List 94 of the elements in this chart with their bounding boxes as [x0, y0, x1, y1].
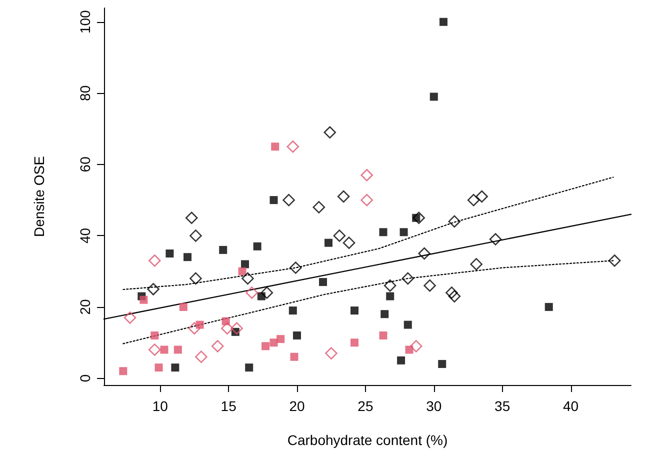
- point: [184, 253, 192, 262]
- point: [430, 92, 438, 101]
- x-tick-label: 35: [494, 398, 510, 414]
- point: [350, 306, 358, 315]
- point: [342, 236, 356, 249]
- point: [286, 140, 300, 153]
- point: [319, 278, 328, 286]
- point: [171, 364, 180, 372]
- x-tick-label: 20: [289, 398, 305, 414]
- point: [360, 168, 373, 182]
- point: [324, 238, 332, 247]
- x-tick-label: 25: [358, 398, 374, 414]
- y-tick-label: 100: [77, 10, 93, 34]
- point: [467, 194, 480, 206]
- point: [166, 250, 174, 258]
- x-tick-label: 30: [426, 398, 442, 414]
- point: [448, 215, 461, 228]
- point: [270, 196, 278, 204]
- point: [150, 331, 159, 340]
- point: [386, 292, 394, 300]
- point: [439, 18, 448, 26]
- point: [188, 322, 200, 334]
- point: [337, 190, 350, 203]
- point: [160, 346, 168, 354]
- point: [221, 322, 234, 334]
- point: [238, 267, 246, 276]
- point: [124, 312, 136, 324]
- point: [290, 352, 298, 361]
- point: [219, 246, 228, 254]
- point: [312, 201, 326, 214]
- point: [289, 262, 302, 274]
- point: [148, 254, 161, 267]
- point: [179, 302, 188, 311]
- y-tick-label: 0: [77, 374, 93, 382]
- point: [253, 242, 262, 250]
- x-axis-title: Carbohydrate content (%): [287, 432, 448, 448]
- point: [412, 212, 425, 224]
- x-tick-label: 40: [562, 398, 579, 414]
- point: [190, 272, 202, 285]
- point: [119, 367, 128, 376]
- point: [282, 194, 295, 206]
- point: [262, 342, 270, 350]
- point: [379, 228, 388, 236]
- point: [402, 272, 414, 285]
- x-tick-label: 10: [152, 398, 168, 414]
- point: [397, 356, 406, 364]
- point: [242, 272, 254, 285]
- point: [211, 340, 224, 352]
- point: [424, 279, 436, 292]
- point: [276, 335, 285, 344]
- point: [400, 228, 408, 236]
- y-tick-label: 40: [77, 228, 93, 244]
- point: [446, 286, 458, 299]
- point: [438, 360, 446, 368]
- point: [270, 338, 278, 347]
- point: [195, 350, 208, 363]
- point: [379, 331, 388, 340]
- point: [260, 286, 274, 299]
- point: [147, 282, 160, 296]
- y-tick-label: 20: [77, 298, 93, 315]
- point: [240, 260, 249, 268]
- point: [448, 290, 461, 302]
- point: [476, 190, 488, 203]
- point: [384, 279, 396, 292]
- point: [271, 142, 280, 151]
- point: [288, 306, 297, 315]
- point: [418, 247, 430, 260]
- point: [148, 344, 161, 356]
- point: [174, 346, 182, 354]
- x-tick-label: 15: [220, 398, 237, 414]
- point: [140, 296, 148, 304]
- point: [360, 194, 373, 206]
- point: [608, 254, 621, 267]
- point: [405, 346, 414, 354]
- point: [325, 347, 338, 360]
- point: [246, 286, 258, 299]
- point: [293, 331, 302, 340]
- point: [470, 258, 482, 270]
- point: [404, 320, 412, 329]
- point: [190, 230, 202, 242]
- point: [380, 310, 389, 318]
- point: [489, 233, 502, 246]
- point: [230, 322, 243, 334]
- point: [245, 364, 254, 372]
- y-tick-label: 60: [77, 156, 93, 172]
- point: [350, 338, 358, 347]
- point: [544, 302, 553, 311]
- point: [185, 212, 198, 224]
- point: [410, 340, 422, 352]
- y-axis-title: Densite OSE: [31, 156, 47, 237]
- point: [154, 364, 163, 372]
- point: [324, 126, 336, 139]
- point: [333, 230, 346, 242]
- y-tick-label: 80: [77, 85, 93, 101]
